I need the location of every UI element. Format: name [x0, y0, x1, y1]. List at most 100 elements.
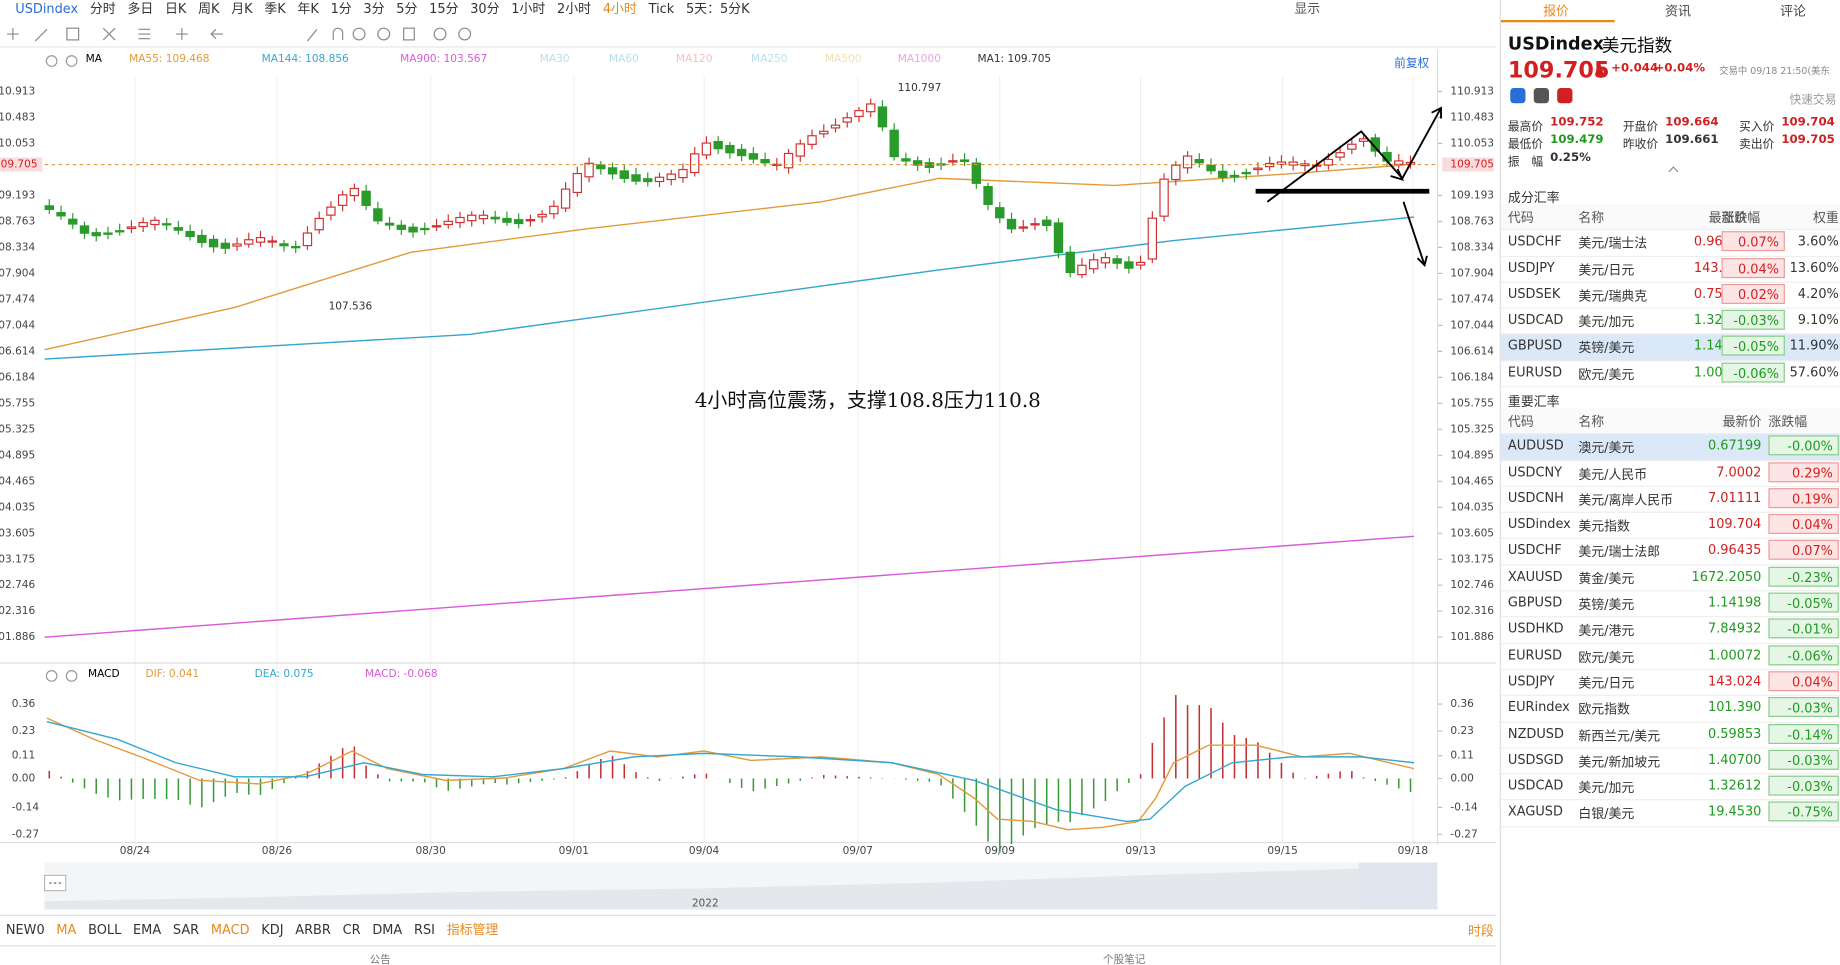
- indicator-tab[interactable]: ARBR: [295, 921, 331, 938]
- navigator-window[interactable]: [1358, 862, 1438, 910]
- period-button[interactable]: 月K: [231, 1, 253, 17]
- period-button[interactable]: 1分: [330, 1, 352, 17]
- indicator-tab[interactable]: MACD: [210, 921, 250, 938]
- ma-item: MA1: 109.705: [977, 53, 1052, 66]
- quick-trade[interactable]: 快速交易: [1789, 93, 1837, 107]
- candle-body: [373, 208, 383, 222]
- table-row[interactable]: USDCHF 美元/瑞士法郎 0.96435 0.07%: [1500, 539, 1840, 566]
- period-button[interactable]: Tick: [648, 0, 675, 16]
- panel-tab[interactable]: 评论: [1780, 3, 1806, 19]
- candle-body: [408, 226, 418, 233]
- table-row[interactable]: AUDUSD 澳元/美元 0.67199 -0.00%: [1500, 434, 1840, 461]
- quote-icon[interactable]: [1557, 88, 1573, 104]
- macd-title: MACD: [88, 668, 120, 681]
- indicator-tab[interactable]: SAR: [172, 921, 200, 938]
- period-button[interactable]: 周K: [198, 1, 220, 17]
- candle-body: [502, 217, 512, 223]
- period-button[interactable]: 4小时: [602, 1, 637, 17]
- macd-item: DEA: 0.075: [254, 668, 314, 681]
- y-tick-label: 0.00: [1450, 772, 1474, 784]
- y-tick-label: 0.11: [12, 750, 35, 762]
- table-row[interactable]: USDCNH 美元/离岸人民币 7.01111 0.19%: [1500, 487, 1840, 514]
- footer-tab[interactable]: 公告: [370, 953, 391, 965]
- tool-icon: [377, 27, 391, 41]
- y-tick-label: 109.193: [0, 189, 35, 201]
- cell-change: -0.03%: [1721, 310, 1785, 330]
- cell-weight: 3.60%: [1797, 233, 1839, 250]
- table-row[interactable]: EURindex 欧元指数 101.390 -0.03%: [1500, 696, 1840, 723]
- quote-price: 109.705: [1507, 57, 1610, 84]
- macd-legend: MACD DIF: 0.041 DEA: 0.075 MACD: -0.068: [0, 669, 1438, 683]
- indicator-tab[interactable]: 指标管理: [446, 922, 499, 938]
- cell-code: AUDUSD: [1507, 438, 1564, 454]
- column-header: 名称: [1578, 210, 1605, 226]
- period-button[interactable]: 3分: [363, 1, 385, 17]
- candle-body: [431, 225, 442, 228]
- indicator-tab[interactable]: DMA: [372, 921, 403, 938]
- quote-change-pct: +0.04%: [1654, 62, 1706, 76]
- table-row[interactable]: USDSGD 美元/新加坡元 1.40700 -0.03%: [1500, 749, 1840, 775]
- table-row[interactable]: USDHKD 美元/港元 7.84932 -0.01%: [1500, 618, 1840, 644]
- cell-change: -0.05%: [1721, 336, 1785, 357]
- period-button[interactable]: 年K: [297, 1, 319, 17]
- y-tick-label: 103.605: [1450, 527, 1494, 539]
- period-button[interactable]: 5天：5分K: [685, 1, 750, 17]
- quote-icon[interactable]: [1510, 88, 1526, 104]
- period-button[interactable]: 15分: [429, 1, 459, 17]
- table-row[interactable]: XAUUSD 黄金/美元 1672.2050 -0.23%: [1500, 565, 1840, 592]
- indicator-tab[interactable]: BOLL: [88, 921, 122, 938]
- footer-tab[interactable]: 个股笔记: [1103, 953, 1146, 965]
- period-button[interactable]: 1小时: [511, 1, 546, 17]
- table-row[interactable]: USDCNY 美元/人民币 7.0002 0.29%: [1500, 461, 1840, 487]
- symbol[interactable]: USDindex: [15, 0, 79, 16]
- period-button[interactable]: 多日: [127, 1, 154, 17]
- candle-body: [654, 176, 665, 183]
- candle-body: [560, 188, 571, 209]
- candle-body: [279, 243, 289, 247]
- display-button[interactable]: 显示: [1294, 1, 1321, 17]
- table-row[interactable]: EURUSD 欧元/美元 1.00072 -0.06%: [1500, 644, 1840, 671]
- candle-body: [44, 205, 54, 210]
- expand-caret[interactable]: [1668, 166, 1679, 177]
- indicator-tab[interactable]: CR: [342, 921, 361, 938]
- column-header: 权重: [1813, 210, 1839, 226]
- cell-price: 1672.2050: [1691, 568, 1762, 585]
- table-row[interactable]: NZDUSD 新西兰元/美元 0.59853 -0.14%: [1500, 722, 1840, 749]
- panel-tab[interactable]: 资讯: [1665, 3, 1691, 19]
- indicator-tab[interactable]: RSI: [413, 921, 435, 938]
- table-row[interactable]: XAGUSD 白银/美元 19.4530 -0.75%: [1500, 801, 1840, 828]
- period-button[interactable]: 2小时: [557, 1, 592, 17]
- macd-item: MACD: -0.068: [364, 668, 438, 681]
- table-row[interactable]: USDCAD 美元/加元 1.32612 -0.03%: [1500, 775, 1840, 801]
- table-row[interactable]: USDJPY 美元/日元 143.024 0.04%: [1500, 670, 1840, 697]
- indicator-tab[interactable]: EMA: [133, 921, 162, 938]
- adjust-button[interactable]: 前复权: [1394, 57, 1430, 71]
- period-button[interactable]: 季K: [264, 1, 286, 17]
- period-button[interactable]: 5分: [396, 1, 418, 17]
- quote-icon[interactable]: [1533, 88, 1549, 104]
- indicator-tab[interactable]: MA: [56, 921, 77, 938]
- table-row[interactable]: USDindex 美元指数 109.704 0.04%: [1500, 513, 1840, 540]
- display-menu[interactable]: 显示: [1288, 0, 1326, 16]
- cell-name: 美元/日元: [1578, 675, 1635, 692]
- ma-item: MA144: 108.856: [261, 53, 349, 66]
- period-button[interactable]: 日K: [165, 1, 187, 17]
- indicator-tab[interactable]: KDJ: [261, 921, 284, 938]
- y-tick-label: 109.193: [1450, 189, 1494, 201]
- navigator-year: 2022: [692, 898, 719, 910]
- indicator-tab[interactable]: NEW0: [5, 921, 45, 938]
- table-row[interactable]: GBPUSD 英镑/美元 1.14198 -0.05%: [1500, 592, 1840, 618]
- session-button[interactable]: 时段: [1468, 923, 1494, 939]
- period-button[interactable]: 30分: [470, 1, 500, 17]
- panel-tab[interactable]: 报价: [1543, 3, 1569, 19]
- quote-change: +0.044: [1611, 62, 1659, 76]
- period-button[interactable]: 分时: [89, 1, 116, 17]
- cell-price: 1.40700: [1707, 752, 1762, 768]
